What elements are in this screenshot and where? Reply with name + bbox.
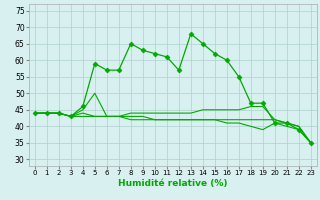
X-axis label: Humidité relative (%): Humidité relative (%) [118, 179, 228, 188]
